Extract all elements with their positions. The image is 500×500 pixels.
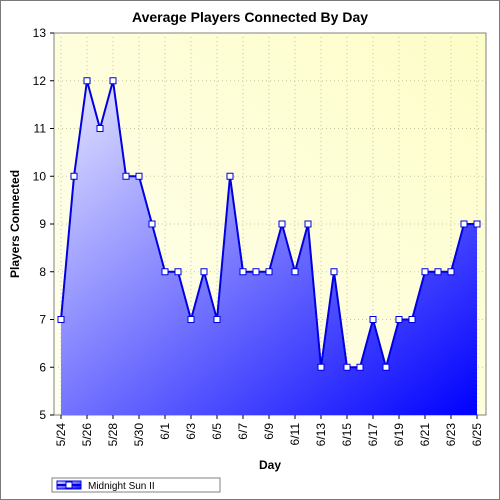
series-area-fill — [61, 80, 477, 415]
data-point — [122, 172, 130, 180]
data-point — [460, 220, 468, 228]
y-tick-label: 7 — [39, 313, 46, 327]
x-tick-label: 5/26 — [80, 423, 94, 447]
data-point — [278, 220, 286, 228]
y-axis-label: Players Connected — [8, 170, 22, 278]
data-point — [135, 172, 143, 180]
data-point — [408, 316, 416, 323]
data-point — [83, 77, 91, 85]
x-tick-label: 5/30 — [132, 423, 146, 447]
data-point — [473, 220, 481, 228]
data-point — [96, 125, 104, 132]
y-tick-label: 10 — [33, 169, 47, 183]
series-points — [57, 77, 481, 371]
legend-label: Midnight Sun II — [88, 481, 155, 492]
data-point — [421, 268, 429, 276]
x-tick-label: 6/11 — [288, 423, 302, 446]
x-tick-label: 5/28 — [106, 423, 120, 447]
legend: Midnight Sun II — [51, 477, 221, 493]
data-point — [304, 220, 312, 228]
data-point — [148, 220, 156, 228]
x-tick-label: 6/9 — [262, 423, 276, 440]
x-tick-label: 6/13 — [314, 423, 328, 447]
legend-marker — [65, 481, 73, 489]
y-axis-ticks: 5 6 7 8 9 10 11 12 13 — [33, 26, 54, 422]
data-point — [57, 316, 65, 323]
x-tick-label: 5/24 — [54, 423, 68, 447]
data-point — [382, 363, 390, 371]
data-point — [317, 363, 325, 371]
legend-box — [51, 477, 221, 493]
y-tick-label: 5 — [39, 408, 46, 422]
data-point — [109, 77, 117, 85]
x-axis-ticks: 5/24 5/26 5/28 5/30 6/1 6/3 6/5 6/7 6/9 6/11 6/13 6… — [54, 415, 484, 446]
x-tick-label: 6/23 — [444, 423, 458, 447]
data-point — [252, 268, 260, 276]
data-point — [434, 268, 442, 276]
data-point — [161, 268, 169, 276]
y-tick-label: 9 — [39, 217, 46, 231]
x-tick-label: 6/21 — [418, 423, 432, 447]
data-point — [447, 268, 455, 276]
data-point — [343, 363, 351, 371]
y-tick-label: 8 — [39, 265, 46, 279]
data-point — [200, 268, 208, 276]
y-tick-label: 13 — [33, 26, 47, 40]
y-tick-label: 11 — [34, 122, 47, 136]
data-point — [356, 363, 364, 371]
data-point — [70, 172, 78, 180]
data-point — [174, 268, 182, 276]
data-point — [265, 268, 273, 276]
x-tick-label: 6/5 — [210, 423, 224, 440]
x-tick-label: 6/1 — [158, 423, 172, 440]
data-point — [369, 316, 377, 323]
chart-title: Average Players Connected By Day — [132, 9, 368, 25]
data-point — [291, 268, 299, 276]
x-tick-label: 6/25 — [470, 423, 484, 447]
y-tick-label: 12 — [33, 74, 47, 88]
data-point — [239, 268, 247, 276]
x-axis-label: Day — [259, 458, 281, 472]
data-point — [213, 316, 221, 323]
y-tick-label: 6 — [39, 360, 46, 374]
x-tick-label: 6/7 — [236, 423, 250, 440]
data-point — [330, 268, 338, 276]
data-point — [187, 316, 195, 323]
x-tick-label: 6/19 — [392, 423, 406, 447]
x-tick-label: 6/3 — [184, 423, 198, 440]
data-point — [395, 316, 403, 323]
x-tick-label: 6/17 — [366, 423, 380, 447]
x-tick-label: 6/15 — [340, 423, 354, 447]
data-point — [226, 172, 234, 180]
